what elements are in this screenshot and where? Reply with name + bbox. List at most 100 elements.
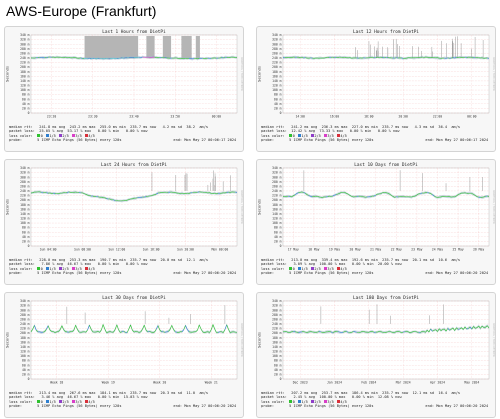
x-tick-label: Sun 04:00: [40, 248, 57, 252]
latency-median-segment: [433, 329, 436, 331]
loss-color-swatch: [297, 399, 301, 403]
loss-legend-item: 0: [289, 134, 295, 138]
latency-median-segment: [59, 325, 63, 330]
latency-median-segment: [154, 193, 157, 195]
latency-median-segment: [368, 331, 371, 333]
graph-stats: median rtt: 228.0 ms avg 253.3 ms max 19…: [9, 258, 243, 275]
y-tick-label: 340 m: [20, 166, 29, 170]
latency-median-segment: [156, 192, 159, 195]
latency-median-segment: [377, 331, 380, 333]
latency-median-segment: [49, 329, 52, 332]
latency-median-segment: [89, 325, 92, 330]
latency-median-segment: [223, 329, 226, 333]
y-tick-label: 40 m: [274, 102, 282, 106]
latency-median-segment: [468, 326, 471, 329]
latency-median-segment: [456, 194, 459, 197]
y-tick-label: 160 m: [20, 340, 29, 344]
latency-median-segment: [394, 331, 397, 333]
y-tick-label: 260 m: [20, 184, 29, 188]
y-tick-label: 180 m: [272, 336, 281, 340]
latency-median-segment: [109, 331, 112, 333]
latency-median-segment: [482, 57, 484, 59]
y-tick-label: 240 m: [272, 56, 281, 60]
y-tick-label: 280 m: [272, 180, 281, 184]
latency-median-segment: [303, 192, 306, 194]
graph-panel: Last 12 Hours from DietPi Seconds 340 m 320…: [256, 26, 496, 152]
x-tick-label: Week 19: [102, 381, 115, 385]
latency-median-segment: [126, 328, 130, 333]
latency-median-segment: [437, 328, 440, 332]
loss-color-legend: loss color: 0 1/5 2/5 3/5 4/5: [261, 133, 495, 138]
latency-median-segment: [332, 331, 335, 333]
latency-median-segment: [351, 196, 354, 198]
latency-median-segment: [416, 193, 419, 196]
latency-median-segment: [485, 325, 488, 328]
loss-color-swatch: [297, 266, 301, 270]
loss-color-swatch: [289, 266, 293, 270]
latency-median-segment: [428, 192, 431, 194]
y-tick-label: 260 m: [20, 51, 29, 55]
latency-median-segment: [415, 331, 418, 333]
y-tick-label: 260 m: [272, 51, 281, 55]
x-tick-label: Week 21: [205, 381, 218, 385]
y-tick-label: 240 m: [272, 322, 281, 326]
y-tick-label: 340 m: [272, 166, 281, 170]
y-tick-label: 40 m: [22, 368, 30, 372]
latency-median-segment: [99, 329, 102, 333]
median-rtt-line: median rtt: 207.2 ms avg 253.7 ms max 18…: [261, 391, 461, 395]
loss-color-swatch: [37, 399, 41, 403]
latency-median-segment: [389, 331, 392, 333]
latency-median-segment: [72, 329, 75, 332]
y-tick-label: 80 m: [274, 359, 282, 363]
packet-loss-line: packet loss: 12.42 % avg 73.33 % max 0.0…: [261, 129, 400, 134]
latency-median-segment: [169, 325, 173, 330]
latency-median-segment: [87, 325, 90, 330]
latency-median-segment: [387, 192, 390, 195]
latency-median-segment: [108, 331, 111, 333]
latency-median-segment: [178, 331, 181, 333]
loss-color-swatch: [336, 399, 340, 403]
x-tick-label: 20 May: [350, 248, 361, 252]
latency-median-segment: [430, 193, 433, 195]
loss-legend-item: 4/5: [84, 400, 95, 404]
loss-color-swatch: [37, 133, 41, 137]
latency-median-segment: [459, 327, 462, 330]
y-tick-label: 180 m: [272, 70, 281, 74]
latency-median-segment: [349, 57, 352, 59]
packet-loss-line: packet loss: 25.05 % avg 53.17 % max 0.0…: [9, 129, 148, 134]
latency-median-segment: [32, 325, 35, 330]
y-tick-label: 260 m: [272, 317, 281, 321]
loss-legend-item: 1/5: [45, 267, 56, 271]
graph-stats: median rtt: 213.4 ms avg 267.6 ms max 18…: [9, 391, 243, 408]
latency-graph: Last 12 Hours from DietPi Seconds 340 m320…: [257, 29, 495, 119]
latency-median-segment: [188, 192, 191, 194]
latency-median-segment: [104, 197, 107, 199]
loss-legend-item: 1/5: [297, 399, 308, 404]
latency-median-segment: [305, 193, 308, 195]
page-title: AWS-Europe (Frankfurt): [6, 3, 157, 19]
probe-line: probe: 5 ICMP Echo Pings (56 Bytes) ever…: [9, 137, 237, 142]
latency-median-segment: [230, 191, 232, 193]
latency-median-segment: [197, 324, 200, 331]
latency-median-segment: [223, 56, 226, 59]
loss-legend-item: 2/5: [58, 267, 69, 271]
latency-median-segment: [176, 57, 179, 59]
latency-median-segment: [133, 331, 136, 333]
loss-legend-item: 0: [289, 267, 295, 271]
latency-median-segment: [428, 328, 431, 333]
latency-median-segment: [481, 325, 485, 328]
latency-median-segment: [480, 325, 483, 329]
loss-color-label: loss color:: [9, 399, 38, 404]
loss-legend-item: 3/5: [71, 267, 82, 271]
latency-median-segment: [306, 194, 309, 196]
latency-median-segment: [171, 325, 174, 330]
loss-color-label: loss color:: [9, 133, 38, 138]
latency-median-segment: [303, 331, 306, 333]
latency-median-segment: [118, 329, 121, 333]
y-tick-label: 200 m: [272, 198, 281, 202]
y-axis-label: Seconds: [5, 199, 10, 215]
loss-legend-item: 0: [37, 400, 43, 404]
loss-color-swatch: [336, 133, 340, 137]
latency-median-segment: [63, 329, 66, 332]
graph-title: Last 180 Days from DietPi: [353, 295, 419, 301]
